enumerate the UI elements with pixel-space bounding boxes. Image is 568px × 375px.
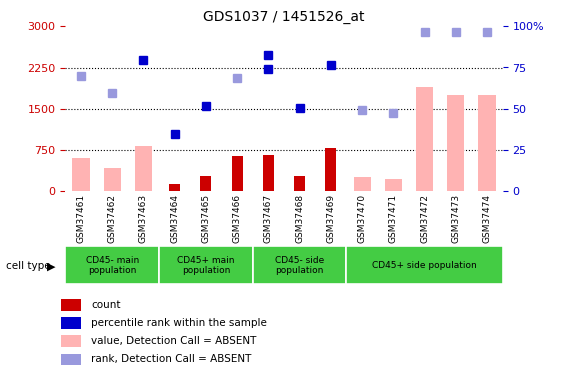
Text: ▶: ▶ (47, 261, 55, 271)
Bar (263, 155, 274, 191)
Bar (385, 179, 402, 191)
Bar (325, 148, 336, 191)
Bar (253, 246, 346, 284)
Text: CD45- side
population: CD45- side population (275, 256, 324, 275)
Bar (169, 184, 180, 191)
Bar (159, 246, 253, 284)
Text: CD45+ side population: CD45+ side population (372, 261, 477, 270)
Bar (353, 177, 371, 191)
Text: GSM37469: GSM37469 (327, 194, 335, 243)
Text: GSM37473: GSM37473 (452, 194, 460, 243)
Text: CD45+ main
population: CD45+ main population (177, 256, 235, 275)
Text: GSM37466: GSM37466 (233, 194, 241, 243)
Bar (447, 95, 465, 191)
Bar (65, 246, 159, 284)
Bar (72, 158, 90, 191)
Text: GSM37468: GSM37468 (295, 194, 304, 243)
Text: GSM37467: GSM37467 (264, 194, 273, 243)
Bar (61, 354, 81, 365)
Bar (61, 299, 81, 310)
Text: GSM37472: GSM37472 (420, 194, 429, 243)
Text: GSM37470: GSM37470 (358, 194, 366, 243)
Text: count: count (91, 300, 120, 310)
Text: GSM37461: GSM37461 (77, 194, 85, 243)
Text: cell type: cell type (6, 261, 51, 271)
Bar (416, 87, 433, 191)
Bar (103, 168, 121, 191)
Text: GSM37463: GSM37463 (139, 194, 148, 243)
Bar (232, 156, 243, 191)
Text: rank, Detection Call = ABSENT: rank, Detection Call = ABSENT (91, 354, 252, 364)
Text: GSM37465: GSM37465 (202, 194, 210, 243)
Bar (294, 176, 305, 191)
Bar (201, 176, 211, 191)
Text: CD45- main
population: CD45- main population (86, 256, 139, 275)
Title: GDS1037 / 1451526_at: GDS1037 / 1451526_at (203, 10, 365, 24)
Text: GSM37462: GSM37462 (108, 194, 116, 243)
Bar (61, 335, 81, 347)
Bar (135, 146, 152, 191)
Text: value, Detection Call = ABSENT: value, Detection Call = ABSENT (91, 336, 257, 346)
Text: GSM37464: GSM37464 (170, 194, 179, 243)
Bar (478, 95, 496, 191)
Bar (61, 317, 81, 329)
Text: percentile rank within the sample: percentile rank within the sample (91, 318, 267, 328)
Text: GSM37471: GSM37471 (389, 194, 398, 243)
Text: GSM37474: GSM37474 (483, 194, 491, 243)
Bar (346, 246, 503, 284)
